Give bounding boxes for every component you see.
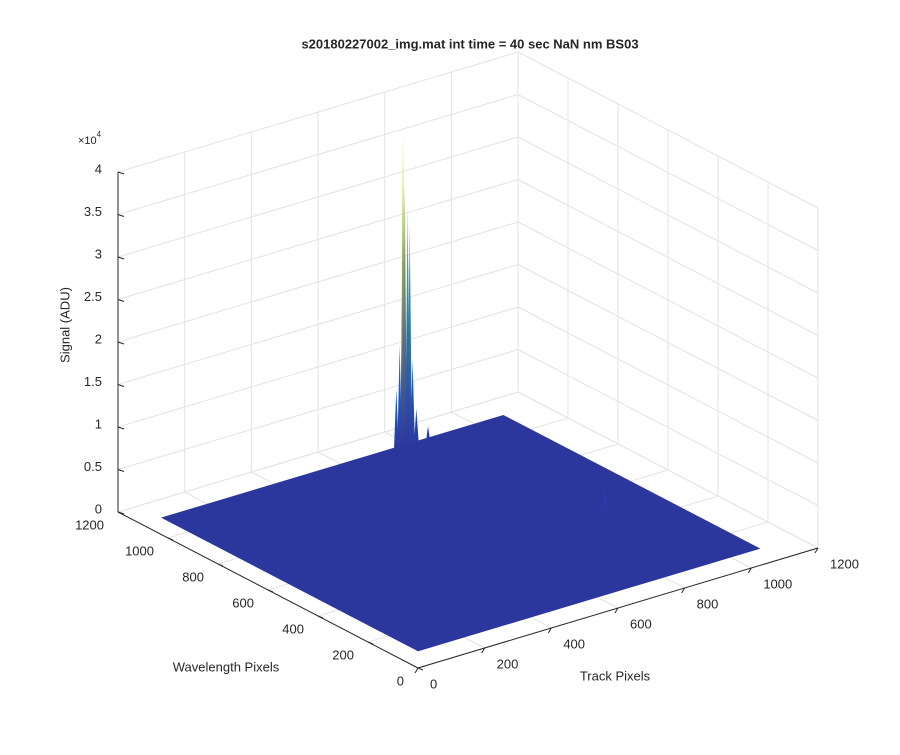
grid-line: [517, 349, 819, 506]
y-tick-label: 0: [397, 673, 404, 688]
x-tick-label: 400: [563, 636, 585, 651]
x-tick: [814, 547, 819, 554]
grid-line: [517, 306, 819, 464]
x-tick-label: 200: [497, 656, 519, 671]
x-tick: [547, 627, 552, 634]
surface-peak: [414, 408, 419, 444]
grid-line: [117, 221, 519, 343]
x-tick-label: 1000: [763, 576, 792, 591]
z-tick: [117, 256, 125, 260]
z-tick: [117, 214, 125, 217]
grid-line: [117, 391, 519, 513]
x-tick: [681, 587, 686, 594]
x-tick: [481, 647, 486, 654]
grid-line: [517, 391, 819, 549]
z-tick: [117, 469, 125, 472]
surface-peak: [407, 223, 413, 446]
grid-line: [117, 136, 519, 258]
z-multiplier-exponent: 4: [97, 130, 102, 139]
x-tick-label: 600: [630, 616, 652, 631]
x-tick: [614, 607, 619, 614]
z-axis-title: Signal (ADU): [57, 287, 72, 363]
z-tick-label: 4: [95, 161, 102, 176]
z-tick: [117, 299, 125, 302]
grid-line: [117, 51, 519, 173]
z-multiplier: ×104: [78, 130, 102, 147]
y-tick-label: 800: [182, 569, 204, 584]
z-tick-label: 2.5: [84, 289, 102, 304]
surface-peak: [394, 388, 399, 450]
y-tick: [367, 641, 374, 645]
z-tick-label: 0.5: [84, 459, 102, 474]
y-axis-title: Wavelength Pixels: [173, 659, 280, 674]
y-tick-label: 200: [332, 647, 354, 662]
x-tick: [414, 667, 419, 674]
y-tick-label: 400: [282, 621, 304, 636]
surface-peak: [425, 426, 431, 445]
y-tick: [267, 589, 274, 593]
grid-line: [117, 264, 519, 385]
y-tick: [167, 537, 174, 541]
x-tick: [747, 567, 752, 574]
grid-line: [517, 136, 819, 294]
grid-line: [517, 179, 819, 336]
z-tick-label: 3: [95, 246, 102, 261]
surface-peak: [410, 359, 416, 446]
y-tick: [417, 667, 424, 671]
x-axis-title: Track Pixels: [580, 668, 651, 683]
z-tick: [117, 384, 125, 387]
grid-line: [517, 94, 819, 251]
x-tick-label: 800: [697, 596, 719, 611]
z-tick: [117, 511, 125, 515]
y-tick-label: 600: [232, 595, 254, 610]
grid-line: [117, 94, 519, 215]
surface-base: [161, 414, 761, 652]
x-tick-label: 1200: [830, 556, 859, 571]
y-tick-label: 1200: [75, 517, 104, 532]
z-tick: [117, 171, 125, 175]
grid-line: [517, 221, 819, 379]
grid-line: [117, 179, 519, 300]
y-tick: [317, 615, 324, 619]
surface-peak: [467, 457, 473, 468]
z-multiplier-base: ×10: [78, 135, 97, 147]
grid-line: [117, 306, 519, 428]
z-tick-label: 1: [95, 416, 102, 431]
z-tick-label: 2: [95, 331, 102, 346]
z-tick-label: 3.5: [84, 204, 102, 219]
z-tick-label: 0: [95, 501, 102, 516]
grid-line: [517, 51, 819, 209]
surface-peak: [602, 489, 608, 513]
y-tick: [217, 563, 224, 567]
z-tick: [117, 341, 125, 345]
grid-line: [517, 264, 819, 421]
chart-title: s20180227002_img.mat int time = 40 sec N…: [301, 36, 638, 51]
z-tick: [117, 426, 125, 430]
z-tick-label: 1.5: [84, 374, 102, 389]
grid-line: [117, 349, 519, 470]
x-tick-label: 0: [430, 676, 437, 691]
y-tick-label: 1000: [125, 543, 154, 558]
